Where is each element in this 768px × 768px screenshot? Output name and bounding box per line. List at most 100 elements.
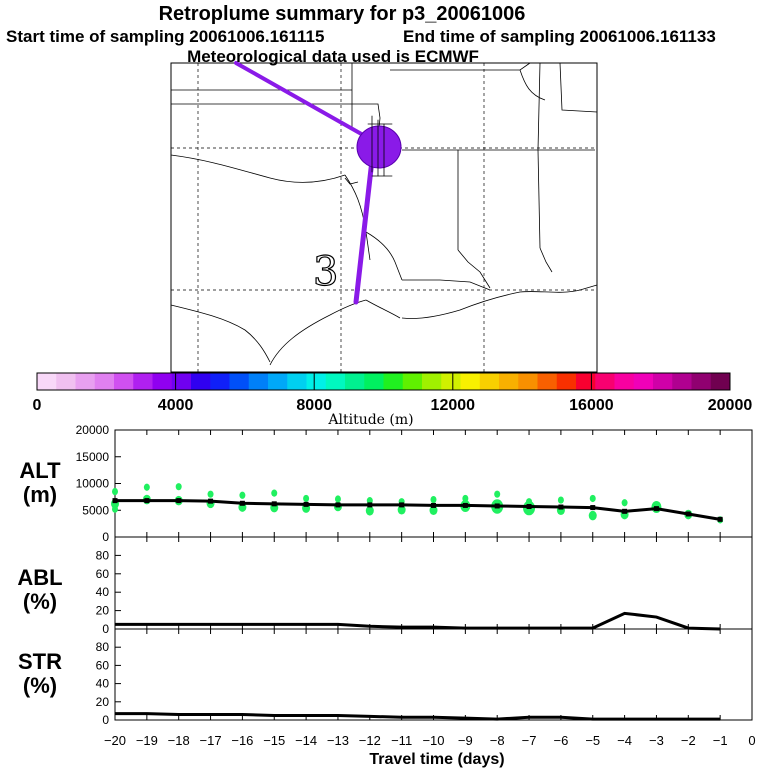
colorbar-segment (653, 373, 673, 390)
alt-mean-point (303, 501, 309, 507)
colorbar-segment (75, 373, 96, 390)
colorbar-segment (364, 373, 384, 390)
alt-cluster-point (112, 487, 118, 496)
x-tick-label: −12 (359, 733, 381, 748)
x-tick-label: −20 (104, 733, 126, 748)
colorbar-tick-label: 4000 (158, 397, 194, 414)
x-tick-label: −16 (231, 733, 253, 748)
colorbar-segment (691, 373, 712, 390)
x-tick-label: −8 (490, 733, 505, 748)
x-tick-label: 0 (748, 733, 755, 748)
map-panel: 3 (170, 61, 598, 373)
str-ytick-label: 0 (102, 713, 109, 727)
colorbar-segment (672, 373, 692, 390)
colorbar-segment (94, 373, 115, 390)
alt-mean-point (717, 516, 723, 522)
alt-mean-point (271, 501, 277, 507)
x-tick-label: −14 (295, 733, 317, 748)
alt-mean-point (367, 502, 373, 508)
str-series-line (115, 712, 721, 721)
plume-source-cluster (356, 125, 402, 169)
start-time-label: Start time of sampling 20061006.161115 (6, 27, 324, 46)
alt-panel: ALT (m) 0 5000 10000 15000 20000 (19, 423, 753, 544)
alt-cluster-point (207, 490, 214, 498)
alt-cluster-point (621, 499, 628, 507)
x-axis-label: Travel time (days) (369, 751, 504, 768)
alt-mean-point (685, 511, 691, 517)
x-tick-label: −7 (522, 733, 537, 748)
alt-mean-point (208, 498, 214, 504)
map-frame (170, 62, 598, 373)
abl-label-line2: (%) (23, 589, 57, 614)
colorbar-tick-label: 8000 (296, 397, 332, 414)
abl-ytick-label: 20 (96, 604, 110, 618)
alt-cluster-point (143, 483, 150, 491)
alt-ytick-label: 10000 (76, 477, 110, 491)
colorbar-segment (37, 373, 57, 390)
alt-frame (114, 429, 753, 538)
alt-cluster-point (557, 496, 564, 504)
colorbar-tick-label: 20000 (708, 397, 753, 414)
abl-ytick-label: 80 (96, 548, 110, 562)
end-time-label: End time of sampling 20061006.161133 (403, 27, 716, 46)
x-tick-label: −19 (136, 733, 158, 748)
colorbar-segment (422, 373, 442, 390)
colorbar-segment (633, 373, 654, 390)
alt-cluster-point (239, 491, 246, 499)
colorbar-segment (248, 373, 269, 390)
alt-cluster-point (175, 483, 182, 491)
x-tick-label: −17 (200, 733, 222, 748)
alt-mean-point (399, 502, 405, 508)
colorbar-segment (152, 373, 173, 390)
colorbar-segment (325, 373, 346, 390)
alt-cluster-point (430, 495, 437, 504)
x-tick-label: −2 (681, 733, 696, 748)
alt-mean-point (622, 508, 628, 514)
colorbar-segment (210, 373, 230, 390)
colorbar-segment (518, 373, 538, 390)
colorbar-segment (479, 373, 500, 390)
abl-ytick-label: 0 (102, 622, 109, 636)
colorbar-segment (229, 373, 250, 390)
x-tick-label: −11 (391, 733, 412, 748)
plume-trajectory-south (353, 157, 375, 305)
alt-label-line2: (m) (23, 482, 57, 507)
alt-mean-point (144, 498, 150, 504)
alt-mean-point (112, 498, 118, 504)
abl-frame (114, 536, 753, 630)
alt-mean-point (558, 504, 564, 510)
colorbar-segment (402, 373, 423, 390)
str-panel: STR (%) 0 20 40 60 80 (18, 628, 753, 727)
alt-cluster-point (588, 510, 597, 521)
x-tick-label: −15 (263, 733, 285, 748)
colorbar-segment (345, 373, 365, 390)
abl-label-line1: ABL (17, 565, 62, 590)
alt-mean-point (239, 500, 245, 506)
alt-label-line1: ALT (19, 458, 61, 483)
colorbar-segment (460, 373, 481, 390)
alt-mean-point (335, 502, 341, 508)
alt-mean-point (176, 498, 182, 504)
str-ytick-label: 60 (96, 658, 110, 672)
colorbar-segment (383, 373, 404, 390)
colorbar-tick-label: 0 (33, 397, 42, 414)
str-label-line1: STR (18, 649, 62, 674)
colorbar-tick-label: 12000 (431, 397, 476, 414)
x-tick-label: −9 (458, 733, 473, 748)
alt-cluster-point (365, 505, 374, 516)
colorbar-segment (537, 373, 558, 390)
colorbar-segment (56, 373, 76, 390)
alt-ytick-label: 20000 (76, 423, 110, 437)
alt-ytick-label: 5000 (82, 503, 109, 517)
met-data-label: Meteorological data used is ECMWF (187, 47, 479, 66)
alt-cluster-point (494, 490, 501, 498)
colorbar-segment (441, 373, 461, 390)
x-tick-label: −5 (585, 733, 600, 748)
x-tick-label: −18 (168, 733, 190, 748)
abl-ytick-label: 60 (96, 567, 110, 581)
colorbar-segment (710, 373, 731, 390)
abl-series-line (115, 611, 721, 631)
alt-mean-point (526, 504, 532, 510)
x-tick-label: −3 (649, 733, 664, 748)
str-ytick-label: 40 (96, 677, 110, 691)
